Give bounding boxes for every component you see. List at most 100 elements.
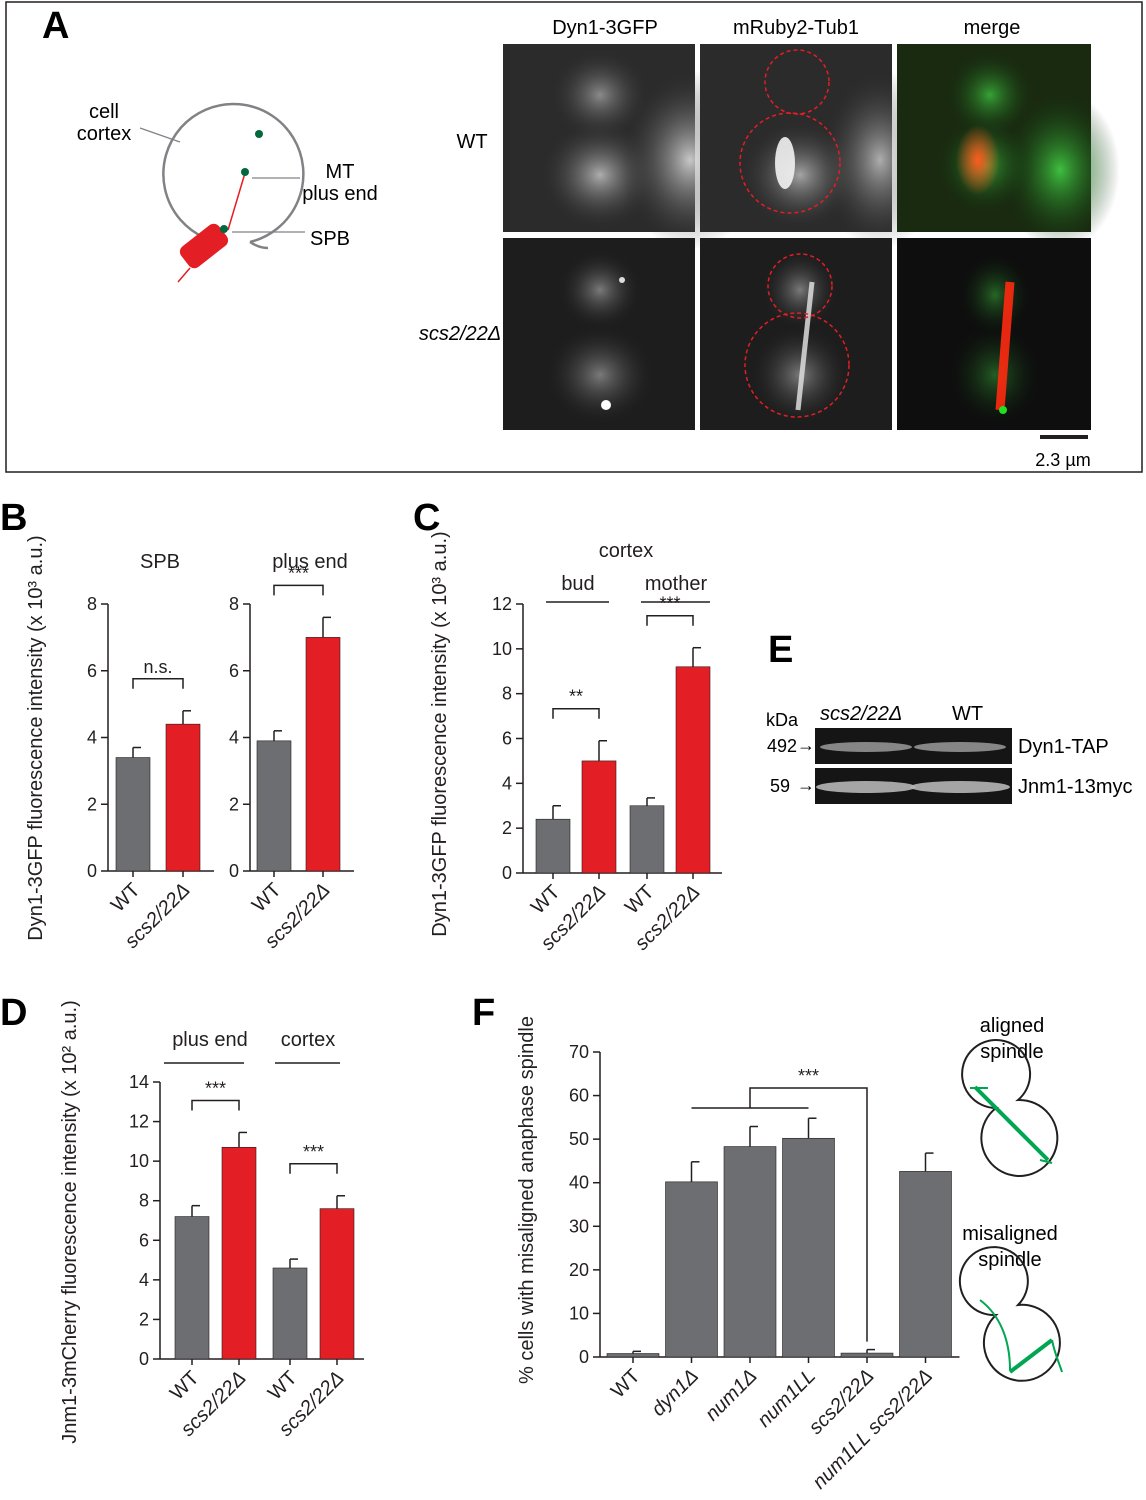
panel-f-letter: F — [472, 992, 495, 1034]
image-wt-tub1 — [700, 44, 940, 250]
significance-label: *** — [659, 594, 680, 614]
significance-bracket — [552, 707, 600, 719]
label-aligned: aligned — [980, 1015, 1045, 1037]
group-label-plus-end: plus end — [172, 1029, 248, 1051]
x-tick-label: WT — [248, 879, 286, 917]
lane-label-scs: scs2/22Δ — [820, 703, 902, 725]
panel-e-letter: E — [768, 629, 793, 671]
x-tick-label: WT — [264, 1367, 302, 1405]
panel-a: A cell cortex MT plus end SPB Dyn1-3GFP … — [5, 1, 1143, 473]
aligned-cell-outline — [961, 1039, 1059, 1177]
image-scs-dyn1 — [503, 238, 695, 430]
lane-label-wt: WT — [952, 703, 983, 725]
marker-492: 492 — [767, 736, 797, 756]
y-tick-label: 6 — [502, 729, 512, 749]
panel-c-letter: C — [413, 497, 440, 539]
cell-schematic: cell cortex MT plus end SPB — [77, 101, 378, 283]
bar — [221, 1146, 257, 1360]
column-merge: merge — [964, 17, 1021, 39]
label-plus-end: plus end — [302, 183, 378, 205]
svg-text:→: → — [797, 735, 815, 755]
x-tick-label: WT — [607, 1365, 645, 1403]
y-tick-label: 0 — [87, 861, 97, 881]
bar — [165, 723, 201, 872]
y-tick-label: 8 — [229, 594, 239, 614]
label-mt: MT — [326, 161, 355, 183]
bar — [723, 1146, 777, 1358]
y-tick-label: 60 — [569, 1086, 589, 1106]
significance-bracket — [191, 1099, 240, 1111]
column-mruby2-tub1: mRuby2-Tub1 — [733, 17, 859, 39]
y-axis-label: Dyn1-3GFP fluorescence intensity (x 10³ … — [429, 531, 451, 936]
y-tick-label: 2 — [502, 818, 512, 838]
bar — [319, 1208, 355, 1360]
y-tick-label: 4 — [229, 728, 239, 748]
bar — [115, 757, 151, 872]
bar — [606, 1353, 660, 1358]
panel-b-letter: B — [0, 497, 27, 539]
y-tick-label: 4 — [87, 728, 97, 748]
y-tick-label: 4 — [139, 1270, 149, 1290]
image-scs-merge — [897, 238, 1091, 430]
chart-title: SPB — [140, 551, 180, 573]
y-tick-label: 10 — [129, 1151, 149, 1171]
y-tick-label: 6 — [87, 661, 97, 681]
y-tick-label: 8 — [502, 684, 512, 704]
y-tick-label: 10 — [569, 1303, 589, 1323]
bar — [174, 1216, 210, 1360]
panel-a-frame — [5, 1, 1143, 473]
panel-d-letter: D — [0, 992, 27, 1034]
group-label-cortex: cortex — [281, 1029, 335, 1051]
label-cell: cell — [89, 101, 119, 123]
y-tick-label: 0 — [579, 1347, 589, 1367]
panel-e: E kDa scs2/22Δ WT 492 → 59 → Dyn1-TAP Jn… — [766, 629, 1132, 804]
bar — [256, 740, 292, 872]
significance-label: *** — [288, 563, 309, 583]
label-aligned-spindle: spindle — [980, 1041, 1043, 1063]
cell-outline — [162, 102, 305, 244]
x-tick-label: WT — [166, 1367, 204, 1405]
y-tick-label: 10 — [492, 639, 512, 659]
significance-label: *** — [205, 1078, 226, 1098]
significance-bracket — [289, 1163, 338, 1174]
row-scs2-22: scs2/22Δ — [419, 323, 501, 345]
y-tick-label: 0 — [502, 863, 512, 883]
bar — [899, 1171, 952, 1358]
y-tick-label: 50 — [569, 1129, 589, 1149]
label-spb: SPB — [310, 228, 350, 250]
y-tick-label: 2 — [139, 1309, 149, 1329]
y-tick-label: 0 — [229, 861, 239, 881]
y-axis-label: % cells with misaligned anaphase spindle — [516, 1016, 538, 1384]
y-tick-label: 2 — [87, 794, 97, 814]
panel-a-letter: A — [42, 5, 69, 47]
chart-title: cortex — [599, 540, 653, 562]
misaligned-spindle-line — [1008, 1338, 1054, 1374]
y-tick-label: 6 — [139, 1230, 149, 1250]
bar — [535, 818, 571, 874]
plus-end-dot — [241, 168, 249, 176]
x-tick-label: dyn1Δ — [647, 1365, 703, 1421]
spb-dot — [220, 225, 228, 233]
microtubule — [227, 172, 246, 231]
aligned-spindle-line — [973, 1085, 1050, 1162]
kda-label: kDa — [766, 710, 799, 730]
marker-59: 59 — [770, 776, 790, 796]
y-tick-label: 14 — [129, 1072, 149, 1092]
bar — [665, 1181, 718, 1358]
group-label-bud: bud — [561, 573, 594, 595]
y-tick-label: 12 — [492, 594, 512, 614]
scale-bar-label: 2.3 µm — [1035, 450, 1090, 470]
column-dyn1-3gfp: Dyn1-3GFP — [552, 17, 658, 39]
y-tick-label: 70 — [569, 1042, 589, 1062]
image-wt-merge — [897, 44, 1120, 250]
bar — [305, 637, 341, 872]
row-wt: WT — [456, 131, 487, 153]
bar — [581, 760, 617, 874]
svg-text:→: → — [797, 775, 815, 795]
y-tick-label: 2 — [229, 794, 239, 814]
misaligned-cell-outline — [958, 1246, 1061, 1382]
protein-dyn1-tap: Dyn1-TAP — [1018, 736, 1109, 758]
y-tick-label: 8 — [139, 1191, 149, 1211]
